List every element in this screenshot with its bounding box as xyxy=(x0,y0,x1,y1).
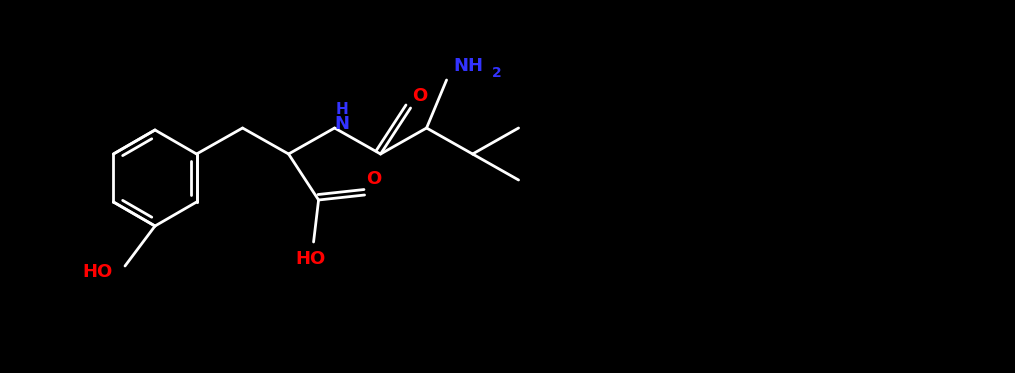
Text: 2: 2 xyxy=(491,66,501,80)
Text: O: O xyxy=(412,87,427,105)
Text: HO: HO xyxy=(295,250,326,268)
Text: HO: HO xyxy=(82,263,112,281)
Text: NH: NH xyxy=(454,57,483,75)
Text: N: N xyxy=(334,115,349,133)
Text: H: H xyxy=(335,101,348,116)
Text: O: O xyxy=(366,170,382,188)
